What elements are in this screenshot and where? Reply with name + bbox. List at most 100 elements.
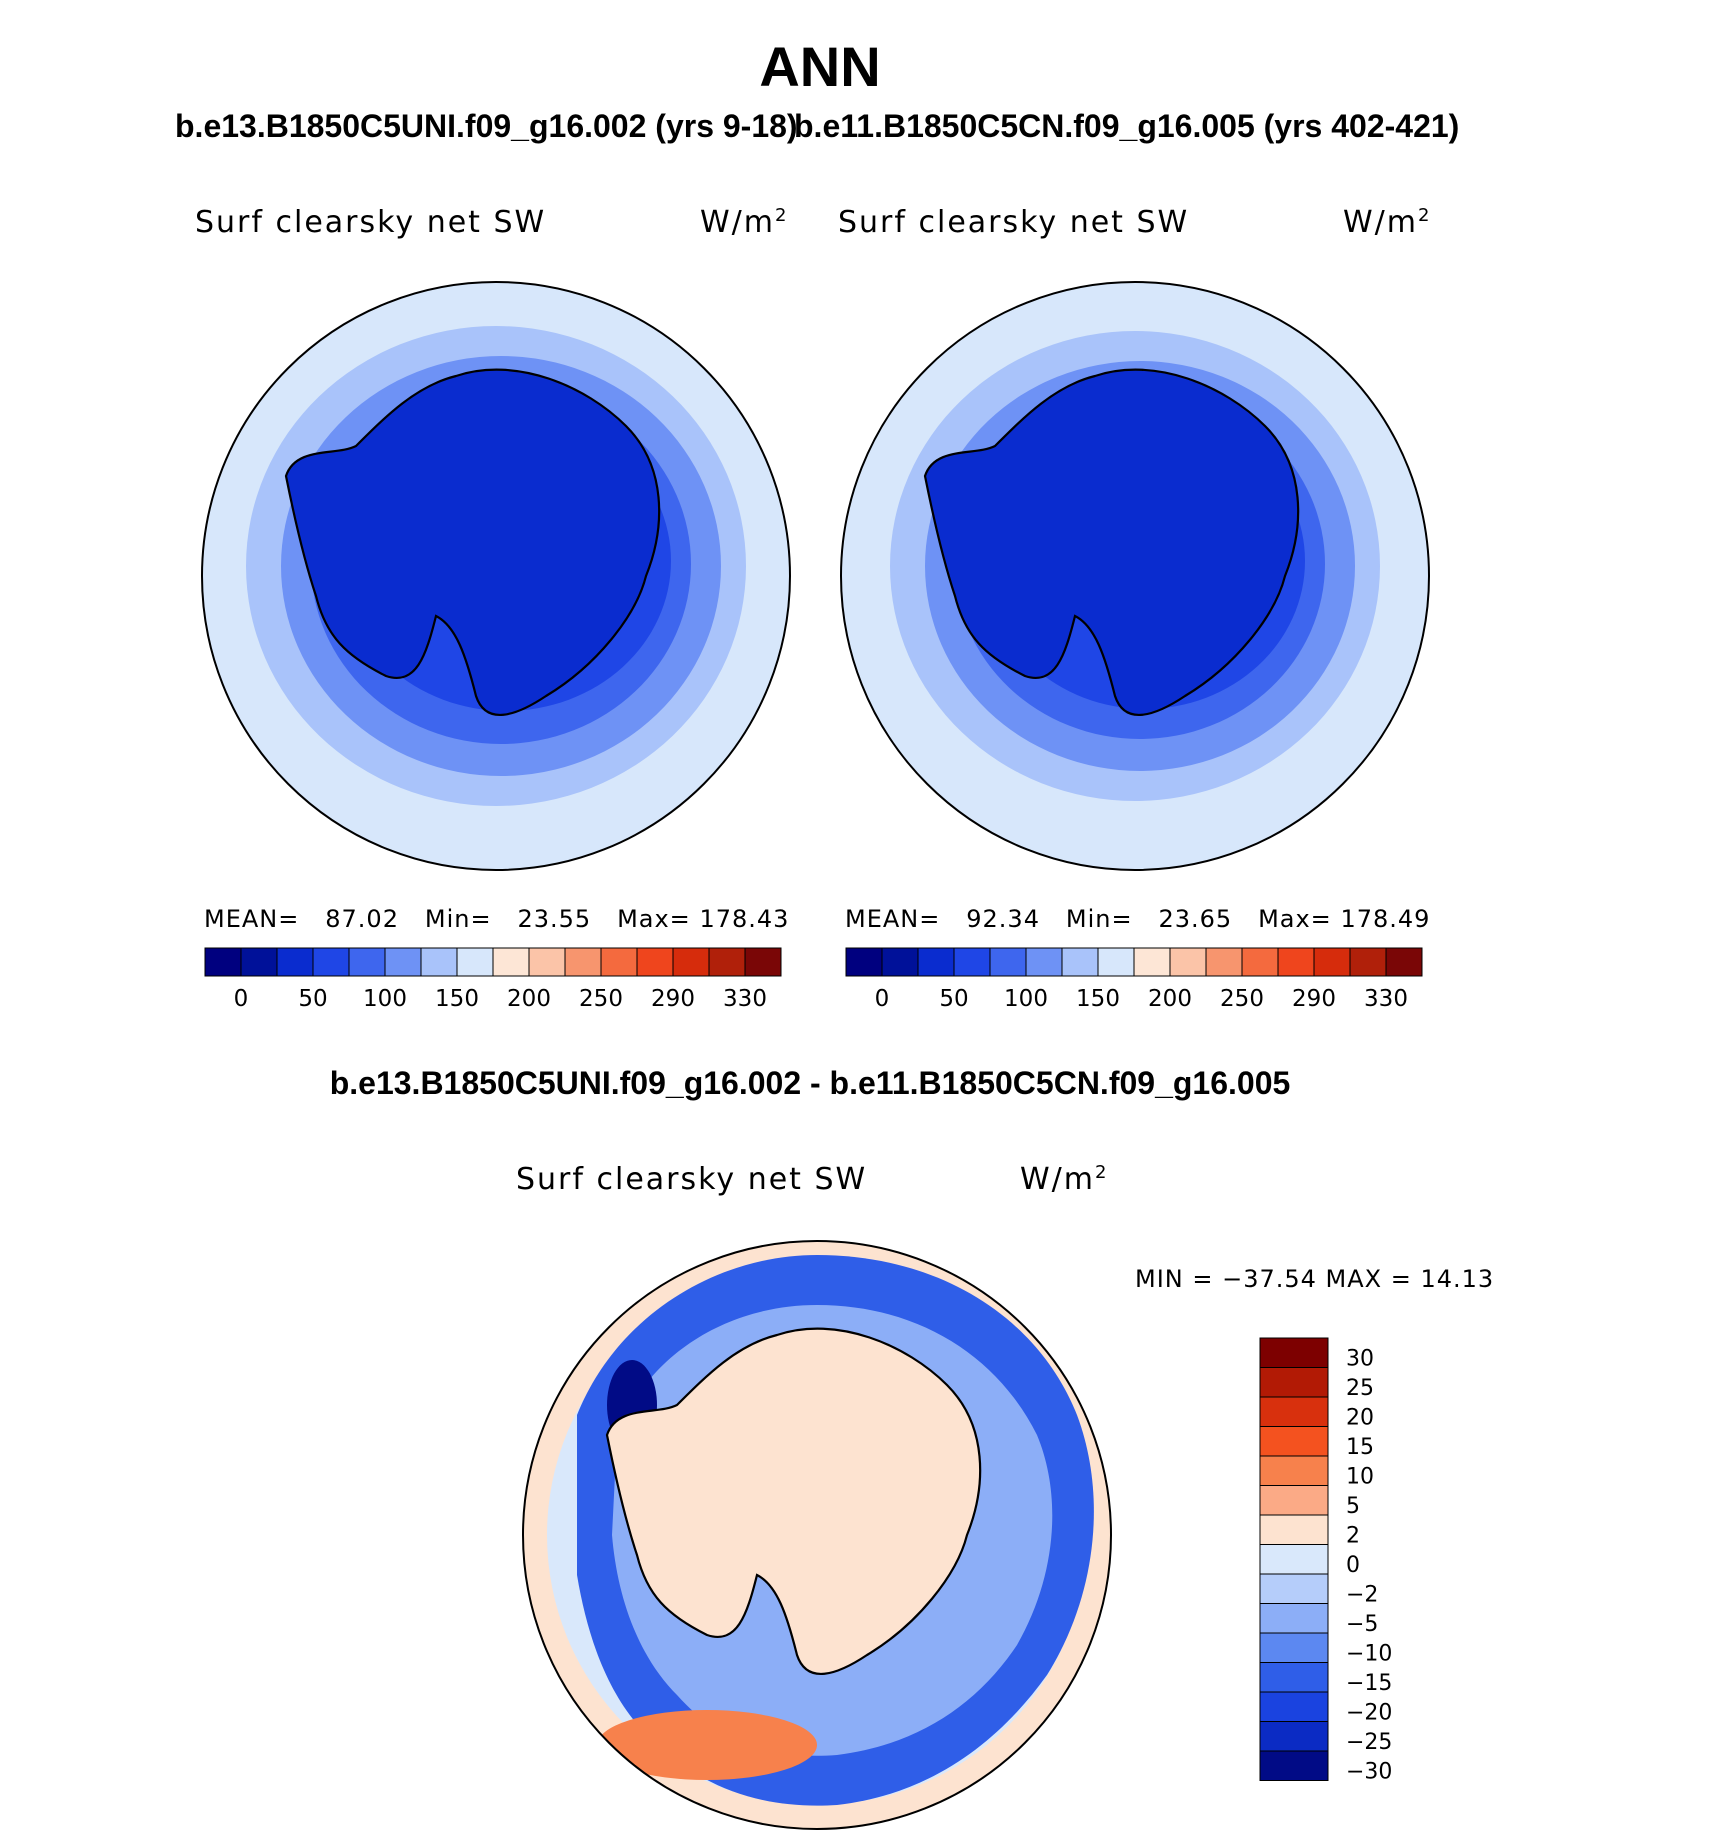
colorbar-tick-label: 0 [875,986,890,1012]
colorbar-panel1: 0 50 100 150 200 250 290 330 [204,947,782,1012]
colorbar-swatch [528,947,566,977]
colorbar-swatch [672,947,710,977]
colorbar-swatch [1097,947,1135,977]
colorbar-tick-label: 330 [1364,986,1408,1012]
diff-positive-anomaly [597,1710,817,1780]
diff-border [522,1240,1112,1830]
panel2-max-label: Max= [1258,905,1332,933]
colorbar-swatch [1385,947,1423,977]
diff-colorbar-tick-label: −30 [1346,1760,1392,1785]
diff-colorbar-swatch [1259,1485,1329,1516]
colorbar-swatch [384,947,422,977]
colorbar-swatch [1349,947,1387,977]
map1-border [201,281,791,871]
colorbar-tick-label: 100 [1004,986,1048,1012]
map2-border [840,281,1430,871]
colorbar-swatch [953,947,991,977]
colorbar-tick-label: 250 [1220,986,1264,1012]
map1-antarctica [284,368,661,716]
diff-colorbar-swatch [1259,1573,1329,1604]
colorbar-swatch [276,947,314,977]
map-diff [522,1240,1112,1830]
diff-colorbar-tick-label: 20 [1346,1406,1374,1431]
diff-units: W/m2 [1020,1162,1109,1197]
colorbar-swatch [1025,947,1063,977]
diff-colorbar-tick-label: 0 [1346,1553,1360,1578]
colorbar-swatch [1313,947,1351,977]
colorbar-swatch [204,947,242,977]
colorbar-swatch [1133,947,1171,977]
colorbar-panel2: 0 50 100 150 200 250 290 330 [845,947,1423,1012]
panel1-max-label: Max= [617,905,691,933]
panel2-units: W/m2 [1343,205,1432,240]
panel2-mean: 92.34 [966,905,1040,933]
diff-colorbar-swatch [1259,1455,1329,1486]
diff-colorbar-tick-label: −15 [1346,1671,1392,1696]
panel2-max: 178.49 [1340,905,1431,933]
panel2-min: 23.65 [1158,905,1233,933]
diff-colorbar-tick-label: −5 [1346,1612,1378,1637]
diff-colorbar-swatch [1259,1750,1329,1781]
colorbar-swatch [348,947,386,977]
diff-colorbar-swatch [1259,1367,1329,1398]
colorbar-tick-label: 50 [939,986,968,1012]
colorbar-swatch [1061,947,1099,977]
panel1-min-label: Min= [424,905,492,933]
diff-variable: Surf clearsky net SW [516,1162,868,1197]
diff-colorbar-tick-label: 30 [1346,1347,1374,1372]
panel2-variable: Surf clearsky net SW [838,205,1190,240]
colorbar-tick-label: 290 [1292,986,1336,1012]
diff-colorbar-tick-label: 5 [1346,1494,1360,1519]
colorbar-swatch [240,947,278,977]
colorbar-swatch [744,947,782,977]
diff-colorbar-swatch [1259,1337,1329,1368]
map-panel1 [201,281,791,871]
colorbar-swatch [1277,947,1315,977]
diff-colorbar-swatch [1259,1514,1329,1545]
colorbar-tick-label: 200 [1148,986,1192,1012]
diff-colorbar-swatch [1259,1632,1329,1663]
diff-colorbar-tick-label: −25 [1346,1730,1392,1755]
colorbar-swatch [420,947,458,977]
colorbar-swatch [989,947,1027,977]
colorbar-tick-label: 200 [507,986,551,1012]
colorbar-swatch [456,947,494,977]
diff-colorbar-tick-label: 2 [1346,1524,1360,1549]
colorbar-tick-label: 50 [298,986,327,1012]
colorbar-tick-label: 250 [579,986,623,1012]
colorbar-swatch [1205,947,1243,977]
diff-colorbar-tick-label: −2 [1346,1583,1378,1608]
colorbar-swatch [845,947,883,977]
colorbar-swatch [1241,947,1279,977]
colorbar-tick-label: 290 [651,986,695,1012]
colorbar-tick-label: 100 [363,986,407,1012]
diff-colorbar-tick-label: 25 [1346,1376,1374,1401]
diff-colorbar-tick-label: 15 [1346,1435,1374,1460]
panel1-mean-label: MEAN= [204,905,300,933]
panel2-mean-label: MEAN= [845,905,941,933]
diff-colorbar-swatch [1259,1396,1329,1427]
diff-colorbar-swatch [1259,1603,1329,1634]
diff-colorbar-tick-label: 10 [1346,1465,1374,1490]
panel1-units: W/m2 [700,205,789,240]
panel1-stats: MEAN= 87.02 Min= 23.55 Max= 178.43 [204,905,789,933]
colorbar-swatch [312,947,350,977]
colorbar-swatch [636,947,674,977]
diff-colorbar-swatch [1259,1721,1329,1752]
diff-colorbar-swatch [1259,1426,1329,1457]
colorbar-tick-label: 330 [723,986,767,1012]
colorbar-swatch [708,947,746,977]
panel1-max: 178.43 [699,905,790,933]
colorbar-swatch [1169,947,1207,977]
diff-colorbar-swatch [1259,1691,1329,1722]
colorbar-swatch [564,947,602,977]
case1-title: b.e13.B1850C5UNI.f09_g16.002 (yrs 9-18) [175,108,798,144]
colorbar-swatch [917,947,955,977]
colorbar-tick-label: 0 [234,986,249,1012]
colorbar-swatch [600,947,638,977]
diff-minmax: MIN = −37.54 MAX = 14.13 [1135,1265,1495,1293]
diff-colorbar-tick-label: −10 [1346,1642,1392,1667]
colorbar-tick-label: 150 [1076,986,1120,1012]
diff-title: b.e13.B1850C5UNI.f09_g16.002 - b.e11.B18… [329,1065,1291,1101]
